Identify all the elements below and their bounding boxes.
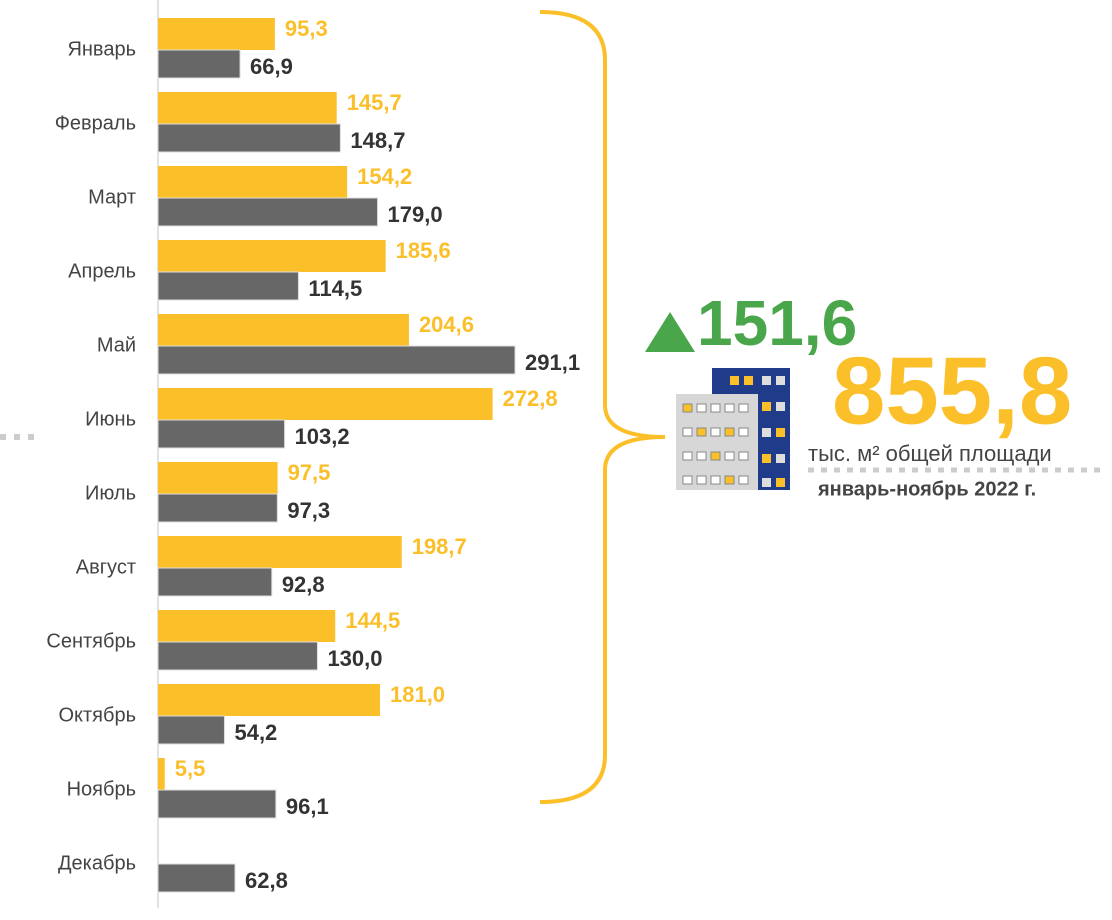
bar [157, 863, 236, 893]
category-label: Август [76, 556, 136, 578]
bar [157, 123, 341, 153]
value-label: 95,3 [285, 16, 328, 41]
bar [158, 758, 165, 790]
bar [158, 18, 275, 50]
bar [157, 419, 286, 449]
category-label: Январь [67, 38, 136, 60]
bar [158, 314, 409, 346]
bar [157, 641, 318, 671]
bar [158, 462, 278, 494]
period-label: январь-ноябрь 2022 г. [817, 478, 1036, 500]
value-label: 272,8 [503, 386, 558, 411]
bar [158, 92, 337, 124]
category-label: Май [97, 334, 136, 356]
value-label: 130,0 [327, 646, 382, 671]
category-label: Июль [85, 482, 136, 504]
category-label: Декабрь [58, 852, 136, 874]
value-label: 62,8 [245, 868, 288, 893]
bar [158, 536, 402, 568]
category-label: Март [88, 186, 136, 208]
category-label: Сентябрь [46, 630, 136, 652]
value-label: 179,0 [388, 202, 443, 227]
bar [157, 197, 379, 227]
bar [158, 610, 336, 642]
value-label: 154,2 [357, 164, 412, 189]
total-value: 855,8 [832, 337, 1072, 444]
value-label: 145,7 [347, 90, 402, 115]
bar [157, 789, 277, 819]
bar [157, 49, 241, 79]
bar [158, 388, 493, 420]
value-label: 5,5 [175, 756, 206, 781]
value-label: 114,5 [308, 276, 362, 301]
value-label: 144,5 [345, 608, 400, 633]
value-label: 96,1 [286, 794, 329, 819]
value-label: 148,7 [350, 128, 405, 153]
unit-label: тыс. м² общей площади [808, 441, 1052, 466]
change-value: 151,6 [697, 287, 857, 359]
bar [158, 240, 386, 272]
value-label: 198,7 [412, 534, 467, 559]
value-label: 54,2 [234, 720, 277, 745]
value-label: 291,1 [525, 350, 580, 375]
bar [157, 271, 299, 301]
value-label: 103,2 [295, 424, 350, 449]
value-label: 204,6 [419, 312, 474, 337]
category-label: Июнь [85, 408, 136, 430]
category-label: Февраль [55, 112, 136, 134]
value-label: 185,6 [396, 238, 451, 263]
value-label: 181,0 [390, 682, 445, 707]
category-label: Апрель [68, 260, 136, 282]
value-label: 92,8 [282, 572, 325, 597]
bar [158, 684, 380, 716]
brace [539, 10, 666, 804]
bar [157, 567, 273, 597]
category-label: Октябрь [58, 704, 136, 726]
value-label: 97,5 [288, 460, 331, 485]
bar [158, 166, 348, 198]
up-triangle [645, 312, 695, 352]
value-label: 66,9 [250, 54, 293, 79]
bar [157, 715, 225, 745]
category-label: Ноябрь [67, 778, 136, 800]
building-icon [676, 368, 790, 490]
bar [157, 493, 278, 523]
bar [157, 345, 516, 375]
value-label: 97,3 [287, 498, 330, 523]
